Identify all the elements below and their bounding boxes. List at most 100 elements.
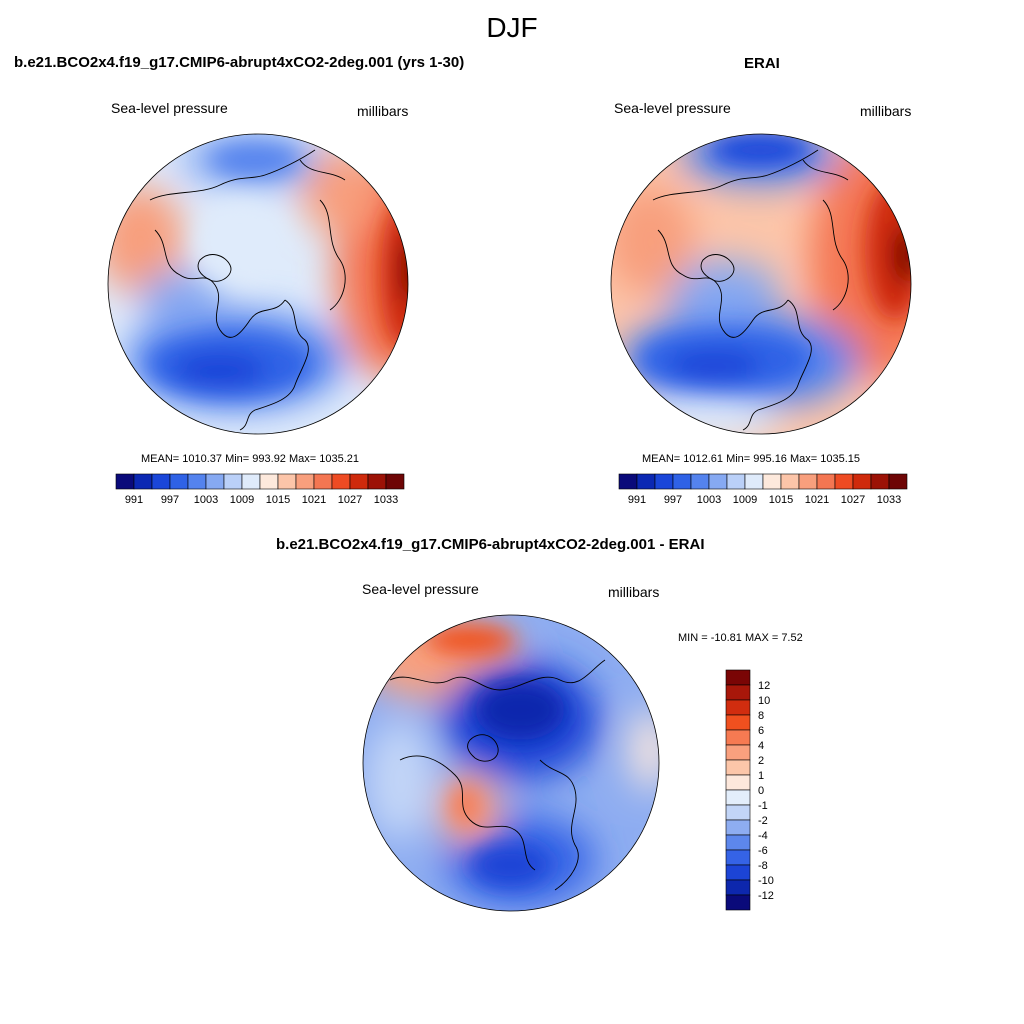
panel-2-colorbar-tick-label: 991: [628, 494, 646, 506]
panel-3-variable-label: Sea-level pressure: [362, 581, 479, 597]
panel-1-colorbar-tick-label: 991: [125, 494, 143, 506]
panel-1-colorbar-swatch: [295, 473, 315, 490]
panel-3-colorbar-swatch: [725, 699, 751, 716]
panel-2-colorbar-swatch: [762, 473, 782, 490]
panel-2-colorbar-tick-label: 1033: [877, 494, 901, 506]
panel-3-colorbar-tick-label: -10: [758, 875, 774, 887]
panel-3-colorbar-swatch: [725, 789, 751, 806]
panel-3-colorbar-tick-label: -8: [758, 860, 768, 872]
panel-2-colorbar-swatch: [852, 473, 872, 490]
panel-1-colorbar-tick-label: 1015: [266, 494, 290, 506]
panel-2-map: 991 997 1003 1009 1015 1021 1027 1033: [610, 133, 912, 506]
panel-1-colorbar-swatch: [115, 473, 135, 490]
panel-2-colorbar-tick-label: 1021: [805, 494, 829, 506]
panel-1-colorbar-swatch: [349, 473, 369, 490]
panel-2-title: ERAI: [744, 55, 780, 72]
panel-3-colorbar-tick-label: -4: [758, 830, 768, 842]
panel-3-colorbar-swatch: [725, 774, 751, 791]
panel-3-colorbar-tick-label: -6: [758, 845, 768, 857]
panel-3-colorbar-tick-label: 1: [758, 770, 764, 782]
panel-2-coastlines: [652, 149, 849, 431]
panel-1-colorbar-swatch: [151, 473, 171, 490]
panel-3-colorbar-tick-label: 12: [758, 680, 770, 692]
panel-3-colorbar-swatch: [725, 804, 751, 821]
panel-3-colorbar-tick-label: 6: [758, 725, 764, 737]
panel-2-colorbar-swatch: [798, 473, 818, 490]
panel-3-colorbar-tick-label: -12: [758, 890, 774, 902]
panel-1-units-label: millibars: [357, 103, 409, 119]
panel-3-colorbar-swatch: [725, 849, 751, 866]
panel-1-colorbar-tick-label: 1009: [230, 494, 254, 506]
panel-2-colorbar-swatch: [816, 473, 836, 490]
panel-3-colorbar-swatch: [725, 864, 751, 881]
panel-3-title: b.e21.BCO2x4.f19_g17.CMIP6-abrupt4xCO2-2…: [276, 536, 705, 553]
panel-2-colorbar-swatch: [780, 473, 800, 490]
panel-2-colorbar-swatch: [726, 473, 746, 490]
panel-2-colorbar-tick-label: 1015: [769, 494, 793, 506]
panel-1-stats: MEAN= 1010.37 Min= 993.92 Max= 1035.21: [141, 453, 360, 465]
panel-2-colorbar-swatch: [888, 473, 908, 490]
panel-1-colorbar-swatch: [259, 473, 279, 490]
panel-2-colorbar-tick-label: 1027: [841, 494, 865, 506]
figure-season-title: DJF: [486, 12, 538, 43]
panel-3-colorbar-swatch: [725, 894, 751, 911]
panel-2-colorbar-tick-label: 997: [664, 494, 682, 506]
panel-2-variable-label: Sea-level pressure: [614, 100, 731, 116]
panel-3-colorbar-tick-label: -2: [758, 815, 768, 827]
panel-1-colorbar-swatch: [313, 473, 333, 490]
panel-3-colorbar-swatch: [725, 714, 751, 731]
panel-2-colorbar-tick-label: 1009: [733, 494, 757, 506]
panel-2-colorbar-swatch: [708, 473, 728, 490]
panel-3-colorbar-tick-label: 10: [758, 695, 770, 707]
panel-2-colorbar-swatch: [744, 473, 764, 490]
panel-3-map-border: [362, 614, 660, 912]
panel-3-coastlines: [389, 659, 606, 891]
panel-3-colorbar-tick-label: 8: [758, 710, 764, 722]
panel-1-variable-label: Sea-level pressure: [111, 100, 228, 116]
panel-3-colorbar-tick-label: -1: [758, 800, 768, 812]
panel-2-units-label: millibars: [860, 103, 912, 119]
panel-1-colorbar-tick-label: 1027: [338, 494, 362, 506]
panel-1-colorbar-tick-label: 1003: [194, 494, 218, 506]
panel-3-colorbar-swatch: [725, 879, 751, 896]
panel-1-colorbar-swatch: [367, 473, 387, 490]
panel-1-colorbar-swatch: [205, 473, 225, 490]
panel-3-colorbar-tick-label: 2: [758, 755, 764, 767]
panel-2-colorbar-swatch: [636, 473, 656, 490]
panel-1-colorbar-swatch: [223, 473, 243, 490]
panel-2-colorbar-swatch: [672, 473, 692, 490]
panel-1-colorbar-tick-label: 1021: [302, 494, 326, 506]
panel-3-colorbar-swatch: [725, 669, 751, 686]
panel-2-colorbar-swatch: [870, 473, 890, 490]
panel-1-map: 991 997 1003 1009 1015 1021 1027 1033: [107, 133, 409, 506]
panel-2-colorbar-swatch: [690, 473, 710, 490]
panel-3-colorbar-swatch: [725, 759, 751, 776]
panel-1-colorbar-tick-label: 1033: [374, 494, 398, 506]
panel-1-colorbar-tick-label: 997: [161, 494, 179, 506]
panel-3-colorbar-swatch: [725, 684, 751, 701]
panel-1-colorbar-swatch: [385, 473, 405, 490]
panel-1-colorbar-swatch: [187, 473, 207, 490]
panel-3-colorbar-swatch: [725, 744, 751, 761]
panel-2-colorbar-swatch: [618, 473, 638, 490]
panel-2-stats: MEAN= 1012.61 Min= 995.16 Max= 1035.15: [642, 453, 861, 465]
panel-3-units-label: millibars: [608, 584, 660, 600]
panel-2-colorbar-swatch: [654, 473, 674, 490]
panel-1-colorbar-swatch: [169, 473, 189, 490]
panel-3-stats: MIN = -10.81 MAX = 7.52: [678, 632, 803, 644]
panel-3-colorbar-swatch: [725, 834, 751, 851]
panel-3-colorbar-swatch: [725, 729, 751, 746]
panel-1-coastlines: [149, 149, 346, 431]
panel-2-colorbar-swatch: [834, 473, 854, 490]
panel-3-colorbar-tick-label: 0: [758, 785, 764, 797]
panel-1-colorbar-swatch: [133, 473, 153, 490]
panel-3-colorbar-swatch: [725, 819, 751, 836]
panel-1-colorbar-swatch: [331, 473, 351, 490]
panel-1-colorbar-swatch: [241, 473, 261, 490]
panel-1-colorbar: 991 997 1003 1009 1015 1021 1027 1033: [115, 473, 405, 506]
panel-2-map-border: [610, 133, 912, 435]
panel-3-colorbar-tick-label: 4: [758, 740, 764, 752]
